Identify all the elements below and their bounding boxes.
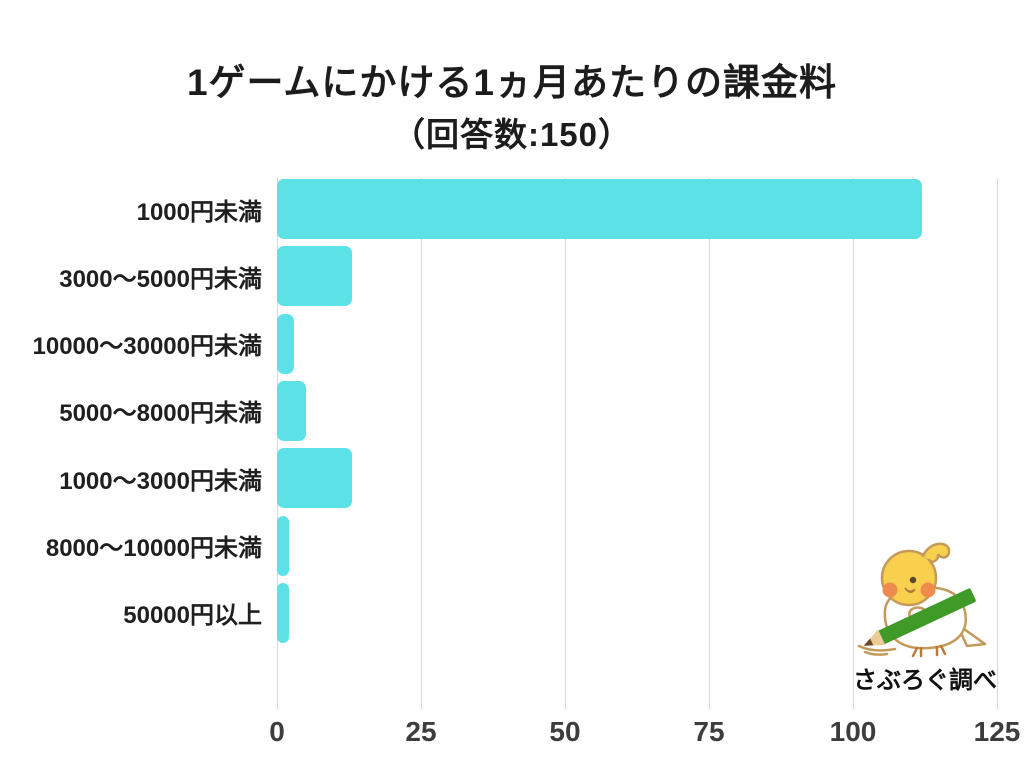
gridline-25	[420, 178, 422, 710]
bar-6	[277, 582, 289, 643]
category-label-5: 8000〜10000円未満	[45, 535, 262, 562]
bar-1	[277, 246, 352, 307]
category-label-3: 5000〜8000円未満	[59, 400, 262, 428]
category-label-0: 1000円未満	[136, 198, 262, 226]
bar-5	[277, 515, 289, 576]
x-tick-label-25: 25	[405, 716, 437, 747]
bar-0	[277, 179, 923, 239]
value-axis: 0 25 50 75 100 125	[0, 716, 1024, 756]
gridline-100	[852, 178, 854, 710]
category-label-4: 1000〜3000円未満	[59, 467, 262, 495]
bar-2	[277, 313, 295, 374]
chart-title: 1ゲームにかける1ヵ月あたりの課金料	[186, 62, 838, 103]
category-axis: 1000円未満 3000〜5000円未満 10000〜30000円未満 5000〜80…	[0, 178, 262, 710]
bar-3	[277, 380, 306, 441]
bird-mascot-icon	[857, 542, 987, 658]
mascot: さぶろぐ調べ	[845, 540, 1005, 694]
x-tick-label-100: 100	[829, 716, 877, 747]
chart-subtitle: （回答数:150）	[391, 116, 633, 153]
credit-label: さぶろぐ調べ	[853, 667, 997, 694]
x-tick-label-75: 75	[693, 716, 725, 747]
gridline-125	[996, 178, 998, 710]
category-label-1: 3000〜5000円未満	[59, 265, 262, 293]
x-tick-label-50: 50	[549, 716, 581, 747]
gridline-0	[276, 178, 278, 710]
x-tick-label-0: 0	[269, 716, 285, 747]
plot-area	[276, 178, 998, 710]
category-label-2: 10000〜30000円未満	[32, 333, 262, 361]
x-tick-label-125: 125	[973, 716, 1021, 747]
gridline-75	[708, 178, 710, 710]
bar-4	[277, 448, 352, 509]
gridline-50	[564, 178, 566, 710]
category-label-6: 50000円以上	[123, 602, 262, 630]
